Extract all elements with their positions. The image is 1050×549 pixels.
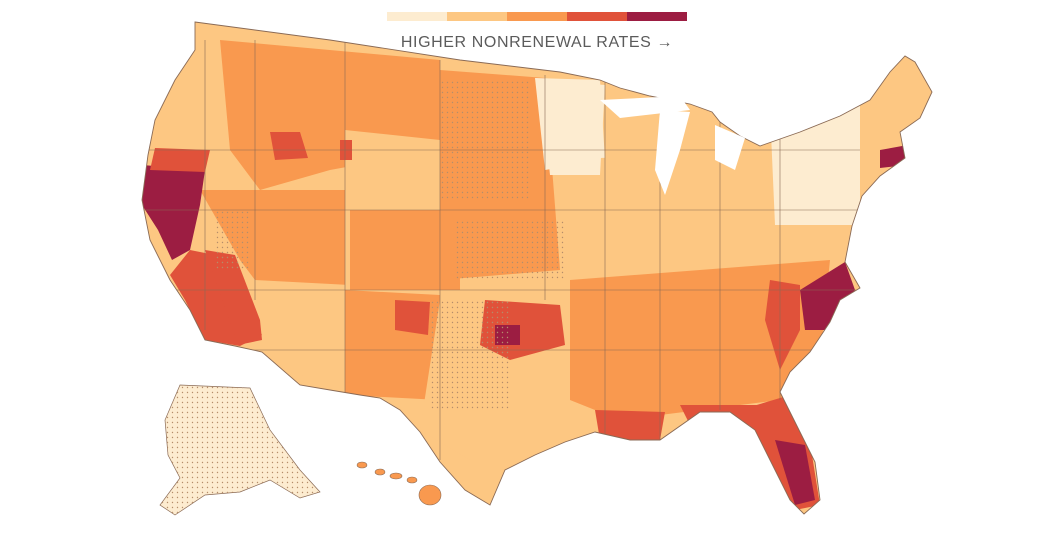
hawaii-region — [356, 461, 442, 506]
legend-bin-2 — [447, 12, 507, 21]
legend-bin-3 — [507, 12, 567, 21]
new-mexico-hotspot-region — [395, 300, 430, 335]
hawaii-island — [356, 461, 368, 469]
idaho-hotspot-region — [270, 132, 308, 160]
region-minnesota-patch — [540, 80, 605, 175]
hawaii-island — [406, 476, 418, 484]
region-southeast-patch — [570, 260, 830, 420]
legend-bin-1 — [387, 12, 447, 21]
stipple-nevada — [215, 210, 250, 270]
region-wyoming-patch — [345, 130, 440, 210]
legend-label: HIGHER NONRENEWAL RATES → — [387, 34, 687, 52]
gulf-coast-region — [595, 410, 665, 440]
carolinas-coast-region — [800, 262, 855, 330]
hawaii-island — [389, 472, 403, 480]
region-midwest-patch — [560, 150, 780, 280]
legend-text: HIGHER NONRENEWAL RATES — [400, 34, 652, 51]
lake-superior — [600, 96, 690, 118]
region-new-york-pennsylvania-patch — [770, 100, 860, 225]
hawaii-island — [418, 484, 442, 506]
florida-core-region — [775, 440, 815, 505]
stipple-plains — [440, 80, 530, 200]
lake-michigan — [655, 110, 690, 195]
region-colorado-patch — [350, 210, 460, 290]
lake-huron — [715, 125, 745, 170]
legend-bin-5 — [627, 12, 687, 21]
alaska-stipple — [160, 385, 320, 515]
carolinas-inland-region — [765, 280, 800, 370]
map-legend: HIGHER NONRENEWAL RATES → — [387, 12, 687, 52]
hawaii-island — [374, 468, 386, 476]
california-north-region — [142, 165, 205, 260]
region-arizona-patch — [255, 280, 350, 395]
arrow-right-icon: → — [656, 34, 674, 51]
stipple-kansas — [455, 220, 565, 280]
legend-bin-4 — [567, 12, 627, 21]
southern-california-region — [205, 250, 262, 345]
stipple-texas-west — [430, 300, 510, 410]
oregon-south-region — [150, 148, 210, 172]
legend-color-scale — [387, 12, 687, 21]
